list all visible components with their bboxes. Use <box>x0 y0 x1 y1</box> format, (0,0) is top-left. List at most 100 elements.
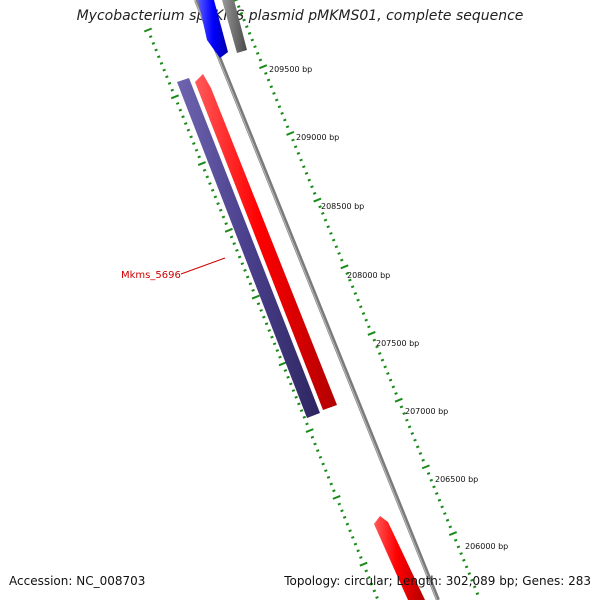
minor-tick <box>289 382 293 386</box>
minor-tick <box>429 478 434 482</box>
minor-tick <box>353 291 358 295</box>
minor-tick <box>297 402 301 406</box>
minor-tick <box>467 572 472 576</box>
map-title: Mycobacterium sp. KMS plasmid pMKMS01, c… <box>76 8 524 24</box>
tick-label: 206000 bp <box>465 542 508 551</box>
minor-tick <box>399 405 404 409</box>
minor-tick <box>213 195 218 199</box>
tick-label: 206500 bp <box>435 475 478 484</box>
minor-tick <box>312 191 317 195</box>
minor-tick <box>299 409 304 413</box>
minor-tick <box>205 175 210 179</box>
major-tick <box>259 64 268 70</box>
minor-tick <box>175 101 180 105</box>
minor-tick <box>305 422 309 426</box>
minor-tick <box>323 218 328 222</box>
minor-tick <box>245 25 249 29</box>
minor-tick <box>434 492 439 496</box>
minor-tick <box>358 305 363 309</box>
minor-tick <box>251 288 255 292</box>
minor-tick <box>448 525 453 529</box>
major-tick <box>448 531 458 537</box>
minor-tick <box>272 91 276 95</box>
minor-tick <box>334 245 339 249</box>
minor-tick <box>318 205 322 209</box>
tick-label: 208000 bp <box>347 271 390 280</box>
minor-tick <box>275 349 280 352</box>
gene-forward-lower <box>374 516 425 600</box>
minor-tick <box>361 311 366 315</box>
minor-tick <box>269 85 274 89</box>
minor-tick <box>326 225 330 229</box>
minor-tick <box>270 335 274 339</box>
minor-tick <box>165 75 169 79</box>
minor-tick <box>405 418 409 422</box>
minor-tick <box>266 78 271 82</box>
minor-tick <box>283 369 288 373</box>
minor-tick <box>345 522 350 526</box>
major-tick <box>394 397 403 403</box>
minor-tick <box>418 452 423 456</box>
major-tick <box>421 464 430 470</box>
minor-tick <box>299 158 303 162</box>
stats-sep: ; <box>388 574 393 588</box>
minor-tick <box>253 45 257 49</box>
major-tick <box>313 197 322 203</box>
minor-tick <box>337 251 341 255</box>
minor-tick <box>356 298 360 302</box>
minor-tick <box>377 351 382 355</box>
minor-tick <box>170 88 175 92</box>
minor-tick <box>202 168 207 172</box>
major-tick <box>286 130 295 136</box>
accession-label: Accession: <box>9 574 73 588</box>
tick-label: 209000 bp <box>296 133 339 142</box>
major-tick <box>367 331 376 336</box>
minor-tick <box>318 455 323 459</box>
minor-tick <box>426 472 431 476</box>
gene-reverse-mkms-5696 <box>177 78 320 418</box>
minor-tick <box>157 55 161 59</box>
minor-tick <box>375 345 379 349</box>
length-value: 302,089 bp <box>445 574 515 588</box>
minor-tick <box>337 502 342 506</box>
minor-tick <box>221 215 226 219</box>
tick-label: 207500 bp <box>376 339 419 348</box>
minor-tick <box>356 549 360 553</box>
minor-tick <box>245 275 250 279</box>
minor-tick <box>453 538 458 542</box>
minor-tick <box>342 515 347 519</box>
minor-tick <box>372 589 377 593</box>
minor-tick <box>262 315 266 319</box>
tick-labels: 209500 bp 209000 bp 208500 bp 208000 bp … <box>269 65 508 551</box>
minor-tick <box>242 18 246 22</box>
minor-tick <box>475 592 480 596</box>
minor-tick <box>235 248 239 252</box>
minor-tick <box>313 442 317 446</box>
minor-tick <box>224 222 228 226</box>
minor-tick <box>291 389 296 393</box>
gene-label: Mkms_5696 <box>121 270 181 281</box>
minor-tick <box>302 165 306 169</box>
minor-tick <box>181 115 185 119</box>
minor-tick <box>462 558 466 562</box>
minor-tick <box>350 535 355 539</box>
minor-tick <box>364 318 368 322</box>
minor-tick <box>256 302 261 306</box>
genes-value: 283 <box>568 574 591 588</box>
minor-tick <box>243 268 247 272</box>
minor-tick <box>321 462 325 466</box>
minor-tick <box>437 498 442 502</box>
minor-tick <box>280 111 284 115</box>
minor-tick <box>247 31 252 35</box>
major-tick <box>332 494 341 500</box>
minor-tick <box>197 155 201 159</box>
minor-tick <box>359 555 363 559</box>
minor-tick <box>329 482 333 486</box>
minor-tick <box>375 596 379 600</box>
minor-tick <box>167 81 172 85</box>
minor-tick <box>459 552 463 556</box>
minor-tick <box>443 512 447 516</box>
minor-tick <box>386 372 390 375</box>
major-tick <box>197 161 206 166</box>
